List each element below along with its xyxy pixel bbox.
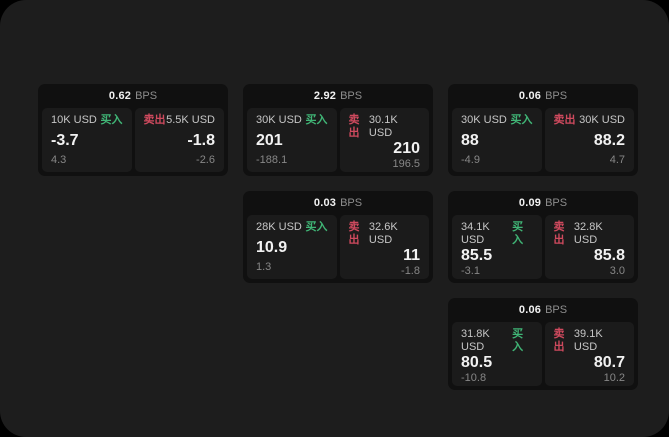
sell-price-value: 80.7 bbox=[593, 354, 625, 371]
buy-tag: 买入 bbox=[305, 221, 328, 233]
buy-tag: 买入 bbox=[512, 221, 524, 246]
buy-amount: 28K USD bbox=[256, 221, 302, 233]
buy-tag: 买入 bbox=[510, 114, 533, 126]
quote-card: 0.03 BPS 28K USD 买入 10.9 1.3 卖出 32.6K US… bbox=[243, 191, 433, 283]
sell-amount: 5.5K USD bbox=[166, 114, 215, 126]
sell-delta-value: -2.6 bbox=[196, 154, 215, 166]
bps-header: 0.62 BPS bbox=[38, 84, 228, 108]
buy-price-value: 80.5 bbox=[461, 354, 493, 371]
quote-card: 0.06 BPS 31.8K USD 买入 80.5 -10.8 卖出 39.1… bbox=[448, 298, 638, 390]
sell-tag: 卖出 bbox=[348, 114, 360, 139]
sell-panel[interactable]: 卖出 32.6K USD 11 -1.8 bbox=[339, 215, 429, 279]
buy-amount: 10K USD bbox=[51, 114, 97, 126]
sell-amount: 32.8K USD bbox=[573, 221, 603, 246]
bps-value: 0.03 bbox=[313, 197, 337, 209]
buy-delta-value: -3.1 bbox=[461, 265, 480, 277]
bps-header: 0.06 BPS bbox=[448, 84, 638, 108]
buy-panel[interactable]: 10K USD 买入 -3.7 4.3 bbox=[42, 108, 132, 172]
sell-panel[interactable]: 卖出 5.5K USD -1.8 -2.6 bbox=[134, 108, 224, 172]
bps-label: BPS bbox=[545, 304, 568, 316]
buy-panel[interactable]: 28K USD 买入 10.9 1.3 bbox=[247, 215, 337, 279]
bps-header: 2.92 BPS bbox=[243, 84, 433, 108]
bps-header: 0.03 BPS bbox=[243, 191, 433, 215]
buy-delta-value: -10.8 bbox=[461, 372, 487, 384]
sell-panel[interactable]: 卖出 39.1K USD 80.7 10.2 bbox=[544, 322, 634, 386]
sell-panel[interactable]: 卖出 30.1K USD 210 196.5 bbox=[339, 108, 429, 172]
bps-value: 0.06 bbox=[518, 90, 542, 102]
buy-price-value: 88 bbox=[461, 131, 479, 149]
sell-panel[interactable]: 卖出 30K USD 88.2 4.7 bbox=[544, 108, 634, 172]
buy-amount: 30K USD bbox=[461, 114, 507, 126]
buy-panel[interactable]: 31.8K USD 买入 80.5 -10.8 bbox=[452, 322, 542, 386]
buy-delta-value: -188.1 bbox=[256, 154, 288, 166]
quote-card: 0.09 BPS 34.1K USD 买入 85.5 -3.1 卖出 32.8K… bbox=[448, 191, 638, 283]
sell-amount: 39.1K USD bbox=[573, 328, 603, 353]
sell-amount: 30.1K USD bbox=[368, 114, 398, 139]
sell-tag: 卖出 bbox=[348, 221, 360, 246]
sell-amount: 30K USD bbox=[579, 114, 625, 126]
sell-price-value: 88.2 bbox=[593, 131, 625, 149]
buy-amount: 30K USD bbox=[256, 114, 302, 126]
bps-value: 0.06 bbox=[518, 304, 542, 316]
sell-price-value: 210 bbox=[393, 140, 420, 157]
buy-price-value: 85.5 bbox=[461, 247, 493, 264]
sell-delta-value: 196.5 bbox=[392, 158, 420, 170]
buy-panel[interactable]: 34.1K USD 买入 85.5 -3.1 bbox=[452, 215, 542, 279]
sell-tag: 卖出 bbox=[553, 221, 565, 246]
buy-panel[interactable]: 30K USD 买入 201 -188.1 bbox=[247, 108, 337, 172]
bps-label: BPS bbox=[340, 197, 363, 209]
buy-delta-value: 4.3 bbox=[51, 154, 67, 166]
sell-delta-value: -1.8 bbox=[401, 265, 420, 277]
sell-delta-value: 10.2 bbox=[603, 372, 625, 384]
buy-panel[interactable]: 30K USD 买入 88 -4.9 bbox=[452, 108, 542, 172]
sell-price-value: -1.8 bbox=[187, 131, 215, 149]
buy-tag: 买入 bbox=[512, 328, 524, 353]
sell-delta-value: 4.7 bbox=[609, 154, 625, 166]
sell-price-value: 85.8 bbox=[593, 247, 625, 264]
buy-price-value: -3.7 bbox=[51, 131, 79, 149]
buy-amount: 34.1K USD bbox=[461, 221, 490, 246]
buy-price-value: 10.9 bbox=[256, 238, 288, 256]
sell-price-value: 11 bbox=[403, 247, 420, 264]
quote-card: 0.06 BPS 30K USD 买入 88 -4.9 卖出 30K USD 8… bbox=[448, 84, 638, 176]
bps-header: 0.06 BPS bbox=[448, 298, 638, 322]
bps-label: BPS bbox=[340, 90, 363, 102]
sell-tag: 卖出 bbox=[553, 114, 576, 126]
sell-tag: 卖出 bbox=[143, 114, 166, 126]
buy-tag: 买入 bbox=[305, 114, 328, 126]
bps-header: 0.09 BPS bbox=[448, 191, 638, 215]
bps-value: 0.62 bbox=[108, 90, 132, 102]
sell-panel[interactable]: 卖出 32.8K USD 85.8 3.0 bbox=[544, 215, 634, 279]
buy-amount: 31.8K USD bbox=[461, 328, 490, 353]
bps-label: BPS bbox=[545, 197, 568, 209]
sell-delta-value: 3.0 bbox=[609, 265, 625, 277]
sell-amount: 32.6K USD bbox=[368, 221, 398, 246]
bps-value: 0.09 bbox=[518, 197, 542, 209]
quote-card: 0.62 BPS 10K USD 买入 -3.7 4.3 卖出 5.5K USD… bbox=[38, 84, 228, 176]
sell-tag: 卖出 bbox=[553, 328, 565, 353]
buy-delta-value: 1.3 bbox=[256, 261, 272, 273]
bps-value: 2.92 bbox=[313, 90, 337, 102]
quote-card: 2.92 BPS 30K USD 买入 201 -188.1 卖出 30.1K … bbox=[243, 84, 433, 176]
buy-delta-value: -4.9 bbox=[461, 154, 480, 166]
buy-price-value: 201 bbox=[256, 131, 283, 149]
bps-label: BPS bbox=[135, 90, 158, 102]
bps-label: BPS bbox=[545, 90, 568, 102]
buy-tag: 买入 bbox=[100, 114, 123, 126]
